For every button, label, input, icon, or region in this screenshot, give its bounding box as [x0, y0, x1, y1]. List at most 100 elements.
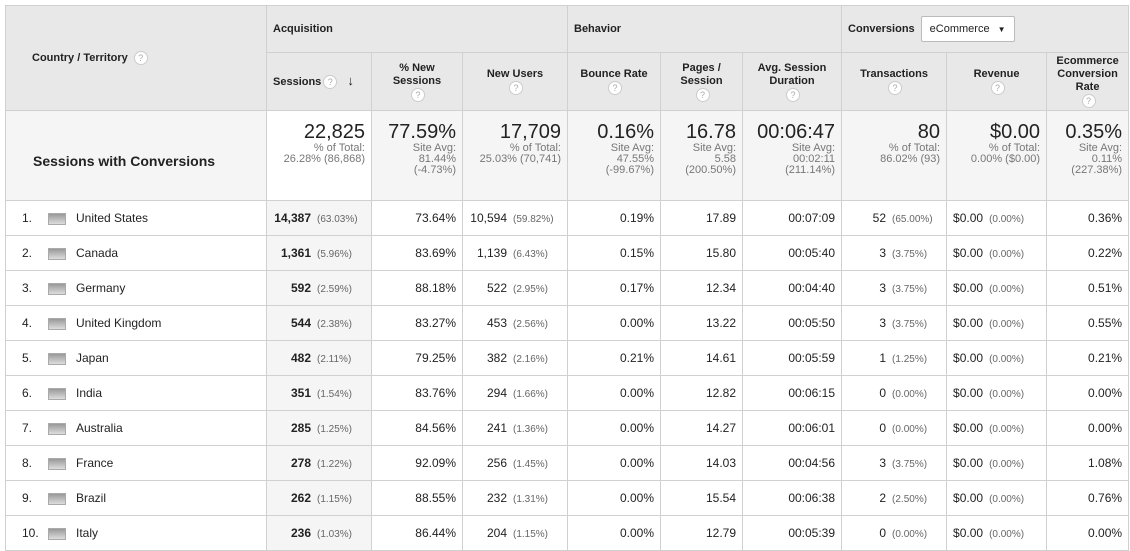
- summary-cell: 22,825% of Total: 26.28% (86,868): [266, 110, 372, 201]
- summary-value: 00:06:47: [757, 121, 836, 143]
- summary-sub1: Site Avg:: [791, 142, 836, 154]
- bounce-rate-cell: 0.00%: [567, 515, 661, 551]
- conversion-rate-cell: 0.00%: [1046, 375, 1130, 411]
- revenue-value: $0.00: [953, 526, 984, 540]
- new-users-percent: (59.82%): [513, 214, 554, 225]
- conversion-rate-cell: 0.00%: [1046, 515, 1130, 551]
- country-cell: 10. Italy: [5, 515, 267, 551]
- country-header[interactable]: Country / Territory?: [5, 5, 267, 111]
- country-flag-icon: [48, 247, 66, 260]
- help-icon[interactable]: ?: [608, 81, 622, 95]
- country-header-label: Country / Territory: [32, 51, 128, 64]
- revenue-cell: $0.00 (0.00%): [946, 270, 1048, 306]
- country-link[interactable]: United States: [76, 211, 149, 225]
- bounce-rate-value: 0.00%: [619, 491, 654, 505]
- revenue-value: $0.00: [953, 281, 984, 295]
- bounce-rate-cell: 0.00%: [567, 305, 661, 341]
- new-users-value: 232: [486, 491, 507, 505]
- summary-sub1: Site Avg:: [692, 142, 736, 154]
- new-users-percent: (2.95%): [513, 284, 549, 295]
- sessions-value: 278: [290, 456, 311, 470]
- help-icon[interactable]: ?: [1081, 94, 1096, 108]
- conversion-type-dropdown[interactable]: eCommerce ▼: [920, 16, 1015, 42]
- help-icon[interactable]: ?: [509, 81, 523, 95]
- conversion-rate-value: 0.00%: [1088, 421, 1123, 435]
- bounce-rate-value: 0.19%: [619, 211, 654, 225]
- country-flag-icon: [48, 387, 66, 400]
- transactions-value: 52: [872, 211, 887, 225]
- sessions-cell: 482 (2.11%): [266, 340, 372, 376]
- conversion-rate-cell: 0.51%: [1046, 270, 1130, 306]
- column-header-label: Transactions: [860, 68, 928, 80]
- row-index: 8.: [22, 456, 33, 470]
- revenue-cell: $0.00 (0.00%): [946, 235, 1048, 271]
- new-sessions-value: 86.44%: [415, 526, 456, 540]
- revenue-percent: (0.00%): [989, 494, 1025, 505]
- revenue-percent: (0.00%): [989, 284, 1025, 295]
- transactions-cell: 3 (3.75%): [841, 270, 948, 306]
- sessions-value: 592: [290, 281, 311, 295]
- country-link[interactable]: Japan: [76, 351, 109, 365]
- country-link[interactable]: Brazil: [76, 491, 107, 505]
- new-users-cell: 256 (1.45%): [462, 445, 568, 481]
- help-icon[interactable]: ?: [411, 87, 425, 102]
- country-link[interactable]: United Kingdom: [76, 316, 162, 330]
- sessions-value: 351: [290, 386, 311, 400]
- duration-value: 00:06:15: [788, 386, 836, 400]
- pages-per-session-value: 15.54: [705, 491, 736, 505]
- revenue-percent: (0.00%): [989, 459, 1025, 470]
- summary-cell: 16.78 Site Avg: 5.58 (200.50%): [660, 110, 743, 201]
- transactions-value: 0: [879, 421, 887, 435]
- bounce-rate-cell: 0.19%: [567, 200, 661, 236]
- help-icon[interactable]: ?: [786, 87, 801, 102]
- summary-sub2: 00:02:11: [793, 153, 836, 165]
- bounce-rate-value: 0.15%: [619, 246, 654, 260]
- bounce-rate-cell: 0.00%: [567, 410, 661, 446]
- bounce-rate-cell: 0.00%: [567, 480, 661, 516]
- column-header--new-sessions[interactable]: % New Sessions?: [371, 52, 463, 111]
- column-header-pages-session[interactable]: Pages / Session?: [660, 52, 743, 111]
- pages-per-session-value: 12.79: [705, 526, 736, 540]
- help-icon[interactable]: ?: [990, 81, 1005, 95]
- pages-per-session-value: 14.61: [705, 351, 736, 365]
- bounce-rate-value: 0.17%: [619, 281, 654, 295]
- column-header-ecommerce-conversion-rate[interactable]: Ecommerce Conversion Rate?: [1046, 52, 1130, 111]
- country-link[interactable]: France: [76, 456, 114, 470]
- pages-cell: 14.03: [660, 445, 743, 481]
- conversion-rate-cell: 0.00%: [1046, 410, 1130, 446]
- column-header-revenue[interactable]: Revenue?: [946, 52, 1048, 111]
- help-icon[interactable]: ?: [695, 87, 710, 102]
- revenue-value: $0.00: [953, 456, 984, 470]
- column-header-avg-session-duration[interactable]: Avg. Session Duration?: [741, 52, 843, 111]
- country-link[interactable]: Canada: [76, 246, 119, 260]
- sort-descending-icon[interactable]: ↓: [347, 72, 354, 88]
- country-flag-icon: [48, 457, 66, 470]
- summary-sub2: 0.00% ($0.00): [970, 153, 1041, 165]
- summary-cell: 77.59% Site Avg: 81.44% (-4.73%): [371, 110, 463, 201]
- help-icon[interactable]: ?: [323, 75, 338, 90]
- country-cell: 7. Australia: [5, 410, 267, 446]
- country-link[interactable]: Italy: [76, 526, 99, 540]
- table-row: 5. Japan 482 (2.11%) 79.25% 382 (2.16%) 0.2…: [5, 340, 1130, 376]
- column-header-transactions[interactable]: Transactions?: [841, 52, 948, 111]
- conversion-rate-cell: 0.55%: [1046, 305, 1130, 341]
- help-icon[interactable]: ?: [133, 51, 148, 65]
- column-header-sessions[interactable]: Sessions? ↓: [266, 52, 372, 111]
- country-link[interactable]: Australia: [76, 421, 123, 435]
- revenue-percent: (0.00%): [989, 319, 1025, 330]
- duration-cell: 00:05:39: [741, 515, 843, 551]
- sessions-cell: 14,387 (63.03%): [266, 200, 372, 236]
- country-link[interactable]: Germany: [76, 281, 126, 295]
- new-users-cell: 232 (1.31%): [462, 480, 568, 516]
- summary-value: 0.35%: [1065, 121, 1123, 143]
- revenue-value: $0.00: [953, 246, 984, 260]
- new-sessions-cell: 83.69%: [371, 235, 463, 271]
- column-header-new-users[interactable]: New Users?: [462, 52, 568, 111]
- duration-cell: 00:05:40: [741, 235, 843, 271]
- help-icon[interactable]: ?: [888, 81, 903, 95]
- column-header-bounce-rate[interactable]: Bounce Rate?: [567, 52, 661, 111]
- conversion-rate-value: 0.21%: [1088, 351, 1123, 365]
- country-link[interactable]: India: [76, 386, 103, 400]
- duration-cell: 00:04:40: [741, 270, 843, 306]
- conversions-label: Conversions: [848, 22, 915, 35]
